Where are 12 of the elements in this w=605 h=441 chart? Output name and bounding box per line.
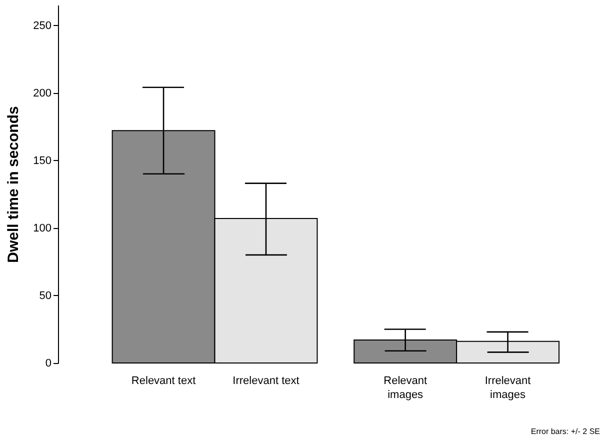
y-tick-label: 200	[33, 87, 52, 100]
y-tick-label: 250	[33, 20, 52, 32]
x-tick-label: Relevant images	[384, 375, 428, 401]
y-axis-title: Dwell time in seconds	[5, 106, 22, 263]
text: Error bars: +/- 2 SE	[530, 427, 600, 436]
x-tick-label: Irrelevant text	[232, 375, 300, 387]
y-tick-label: 100	[33, 222, 52, 234]
x-tick-label: Irrelevant images	[484, 375, 531, 401]
y-tick-label: 0	[45, 358, 52, 370]
x-tick-label: Relevant text	[131, 375, 196, 387]
y-tick-label: 150	[33, 154, 52, 167]
y-tick-label: 50	[39, 290, 52, 302]
